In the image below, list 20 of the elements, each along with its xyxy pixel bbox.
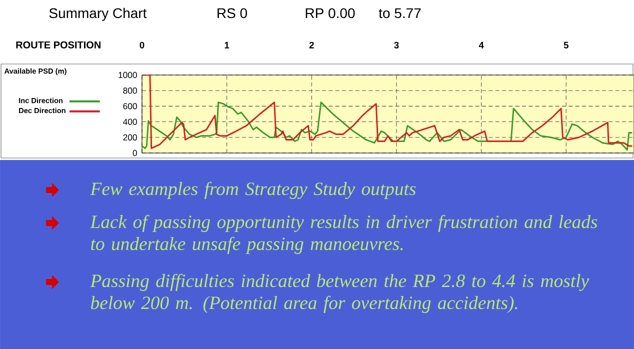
- y-tick-label: 0: [132, 150, 137, 156]
- x-axis-title: ROUTE POSITION: [16, 41, 100, 48]
- y-tick-label: 200: [123, 134, 137, 140]
- x-tick-label: 4: [478, 42, 484, 48]
- x-tick-label: 2: [309, 42, 314, 48]
- text: RP 0.00: [306, 8, 355, 18]
- y-tick-label: 400: [123, 118, 137, 125]
- x-tick-label: 1: [224, 42, 230, 48]
- text: Passing difficulties indicated between the RP 2.8 to 4.4 is mostly below 200 m. (Potential area for overtaking accidents).: [90, 274, 590, 313]
- text: Few examples from Strategy Study outputs: [90, 182, 416, 200]
- x-tick-label: 5: [564, 42, 568, 48]
- y-tick-label: 1000: [118, 72, 137, 78]
- text: Lack of passing opportunity results in driver frustration and leads to undertake unsafe passing manoeuvres.: [90, 214, 598, 254]
- x-tick-label: 3: [394, 42, 399, 48]
- text: to 5.77: [378, 8, 421, 18]
- y-tick-label: 800: [123, 88, 137, 94]
- chart-title: Summary Chart: [49, 8, 147, 21]
- text: RS 0: [218, 8, 248, 18]
- y-tick-label: 600: [123, 103, 137, 110]
- x-tick-label: 0: [140, 42, 144, 48]
